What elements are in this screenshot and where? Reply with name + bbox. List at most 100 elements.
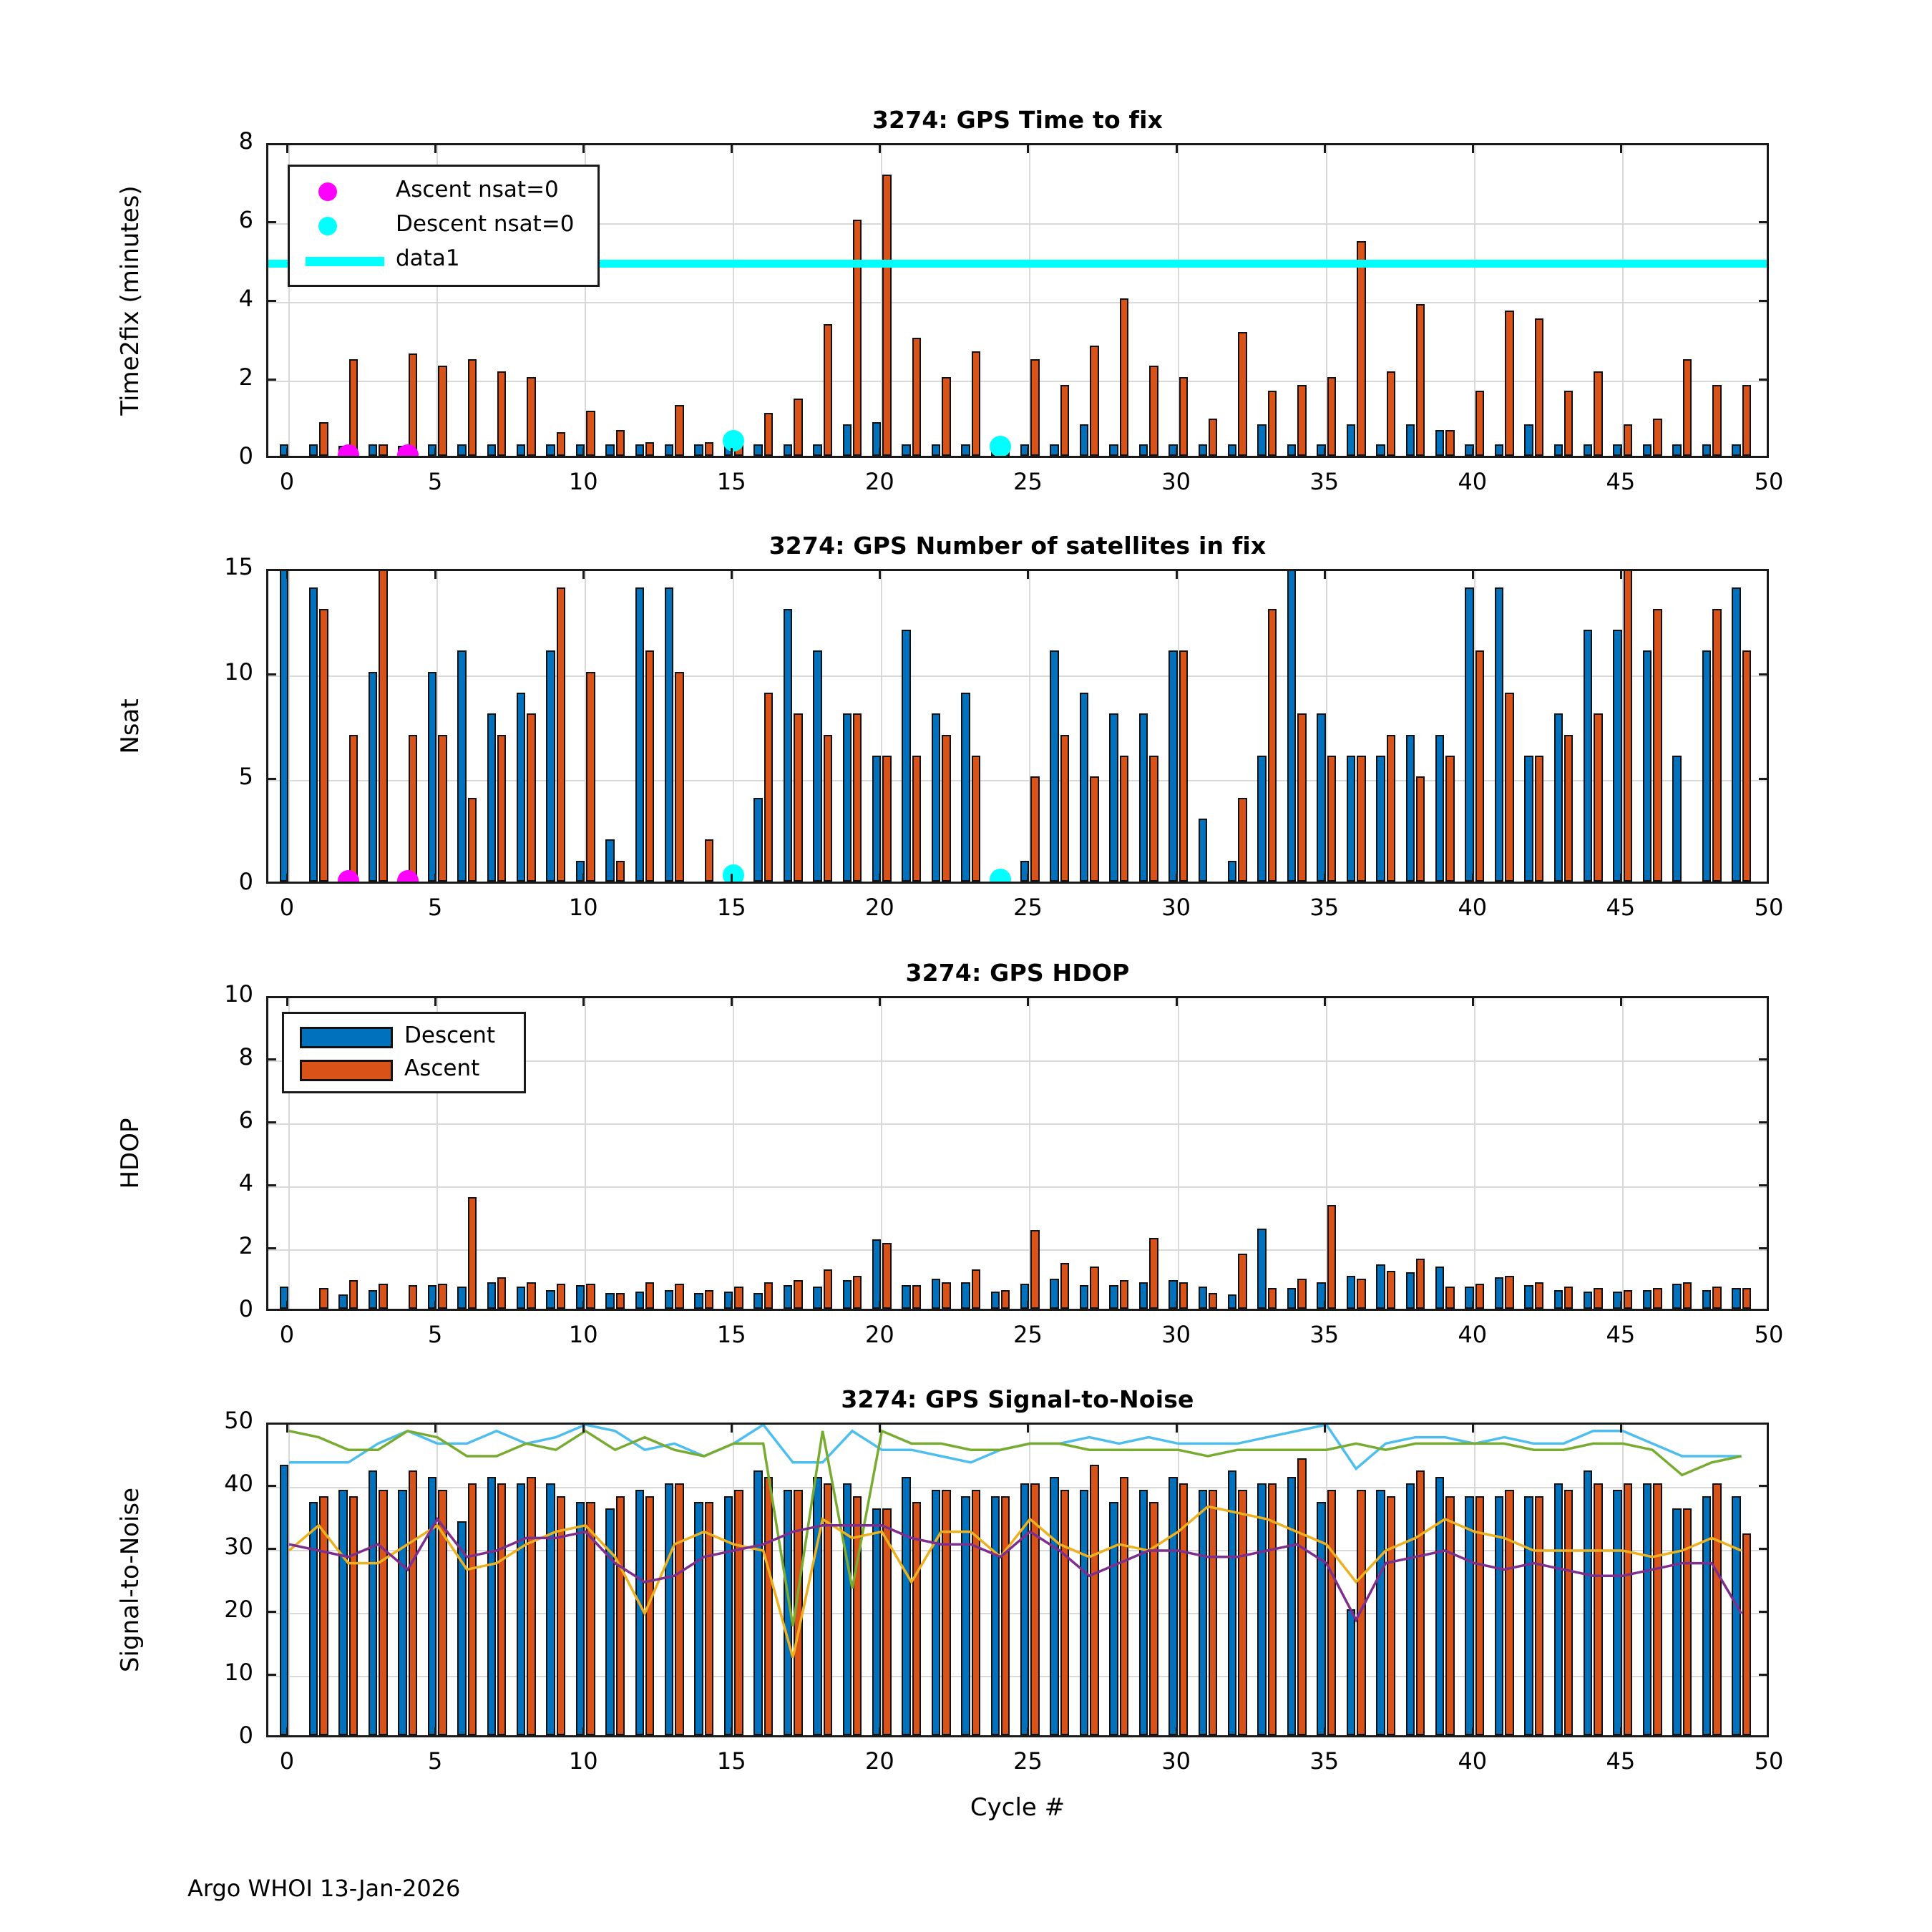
bar-snr-descent xyxy=(427,1477,437,1735)
x-tick-label: 45 xyxy=(1606,1747,1636,1775)
y-tick-label: 4 xyxy=(238,1169,253,1196)
y-tickmark xyxy=(1759,1674,1769,1676)
bar-snr-descent xyxy=(1020,1483,1030,1735)
y-tick-label: 10 xyxy=(224,658,253,686)
bar-time-to-fix-ascent xyxy=(1564,391,1574,456)
bar-hdop-descent xyxy=(1228,1294,1237,1309)
bar-time-to-fix-descent xyxy=(546,444,555,456)
bar-hdop-descent xyxy=(457,1287,467,1309)
bar-hdop-ascent xyxy=(1357,1279,1366,1309)
y-gridline xyxy=(268,1676,1767,1677)
bar-hdop-ascent xyxy=(1297,1279,1307,1309)
bar-time-to-fix-descent xyxy=(783,444,793,456)
bar-hdop-ascent xyxy=(1564,1287,1574,1309)
bar-time-to-fix-ascent xyxy=(942,377,951,456)
bar-snr-descent xyxy=(1732,1496,1741,1735)
bar-time-to-fix-descent xyxy=(931,444,941,456)
bar-time-to-fix-ascent xyxy=(556,432,566,456)
x-tickmark xyxy=(1619,1727,1622,1737)
y-tickmark xyxy=(266,1485,276,1487)
panel-title-nsat: 3274: GPS Number of satellites in fix xyxy=(769,532,1267,560)
x-tickmark xyxy=(879,569,882,579)
x-tick-label: 15 xyxy=(716,468,746,495)
bar-hdop-ascent xyxy=(1534,1282,1544,1309)
bar-nsat-ascent xyxy=(1267,608,1277,882)
bar-nsat-ascent xyxy=(823,734,832,882)
bar-snr-descent xyxy=(1376,1489,1385,1735)
y-tick-label: 4 xyxy=(238,285,253,312)
bar-hdop-ascent xyxy=(704,1289,714,1309)
bar-time-to-fix-ascent xyxy=(1534,318,1544,456)
bar-time-to-fix-descent xyxy=(1346,424,1356,456)
y-gridline xyxy=(268,302,1767,303)
bar-snr-ascent xyxy=(1534,1496,1544,1735)
bar-hdop-ascent xyxy=(438,1283,447,1309)
x-tickmark xyxy=(731,996,733,1006)
x-tickmark xyxy=(286,996,288,1006)
bar-time-to-fix-ascent xyxy=(1712,385,1722,456)
x-tickmark xyxy=(1619,569,1622,579)
x-tick-label: 45 xyxy=(1606,1321,1636,1348)
bar-snr-ascent xyxy=(467,1483,477,1735)
y-gridline xyxy=(268,1249,1767,1251)
bar-hdop-ascent xyxy=(1149,1238,1158,1309)
x-gridline xyxy=(733,571,735,882)
y-tick-label: 6 xyxy=(238,1106,253,1133)
x-tick-label: 50 xyxy=(1754,1321,1784,1348)
x-gridline xyxy=(436,571,439,882)
bar-nsat-descent xyxy=(605,839,615,882)
legend-swatch-dot xyxy=(318,217,337,235)
y-gridline xyxy=(268,1060,1767,1062)
x-tick-label: 35 xyxy=(1309,1747,1340,1775)
bar-nsat-descent xyxy=(1138,713,1148,882)
bar-snr-ascent xyxy=(1505,1489,1514,1735)
x-tickmark xyxy=(1027,1423,1030,1433)
bar-nsat-ascent xyxy=(1119,756,1129,882)
y-tickmark xyxy=(266,1184,276,1186)
bar-time-to-fix-descent xyxy=(872,422,882,456)
y-tickmark xyxy=(266,1121,276,1123)
x-tick-label: 5 xyxy=(427,468,443,495)
bar-hdop-descent xyxy=(1109,1285,1118,1309)
bar-time-to-fix-descent xyxy=(753,444,763,456)
legend-swatch-box xyxy=(300,1060,393,1081)
y-gridline xyxy=(268,1550,1767,1551)
bar-time-to-fix-descent xyxy=(635,444,645,456)
x-tickmark xyxy=(286,143,288,153)
bar-snr-descent xyxy=(1198,1489,1207,1735)
bar-hdop-descent xyxy=(723,1291,733,1309)
bar-hdop-ascent xyxy=(556,1283,566,1309)
bar-nsat-descent xyxy=(368,671,378,882)
threshold-line-data1 xyxy=(268,260,1767,268)
y-tickmark xyxy=(266,1548,276,1550)
snr-line-overlay xyxy=(288,1425,1743,1659)
bar-hdop-descent xyxy=(546,1289,555,1309)
bar-hdop-descent xyxy=(1405,1272,1415,1309)
x-tickmark xyxy=(286,1423,288,1433)
bar-hdop-ascent xyxy=(1475,1283,1485,1309)
bar-time-to-fix-ascent xyxy=(1327,377,1337,456)
x-tick-label: 40 xyxy=(1458,894,1488,921)
bar-snr-ascent xyxy=(942,1489,951,1735)
bar-hdop-descent xyxy=(961,1282,970,1309)
marker-dot-descent-nsat0 xyxy=(990,869,1012,882)
x-tickmark xyxy=(879,1301,882,1311)
bar-nsat-descent xyxy=(1584,630,1593,882)
marker-dot-descent-nsat0 xyxy=(723,429,745,452)
bar-hdop-descent xyxy=(842,1280,852,1309)
bar-hdop-descent xyxy=(279,1287,288,1309)
x-tick-label: 20 xyxy=(865,1321,894,1348)
bar-hdop-ascent xyxy=(942,1282,951,1309)
x-tick-label: 25 xyxy=(1013,1321,1043,1348)
x-tickmark xyxy=(1471,1727,1474,1737)
y-tick-label: 0 xyxy=(238,1722,253,1749)
bar-time-to-fix-descent xyxy=(1702,444,1712,456)
x-gridline xyxy=(1177,571,1179,882)
x-tickmark xyxy=(1175,1727,1178,1737)
legend-swatch-box xyxy=(300,1027,393,1048)
bar-nsat-ascent xyxy=(1149,756,1158,882)
x-tickmark xyxy=(1471,143,1474,153)
bar-snr-descent xyxy=(1435,1477,1445,1735)
